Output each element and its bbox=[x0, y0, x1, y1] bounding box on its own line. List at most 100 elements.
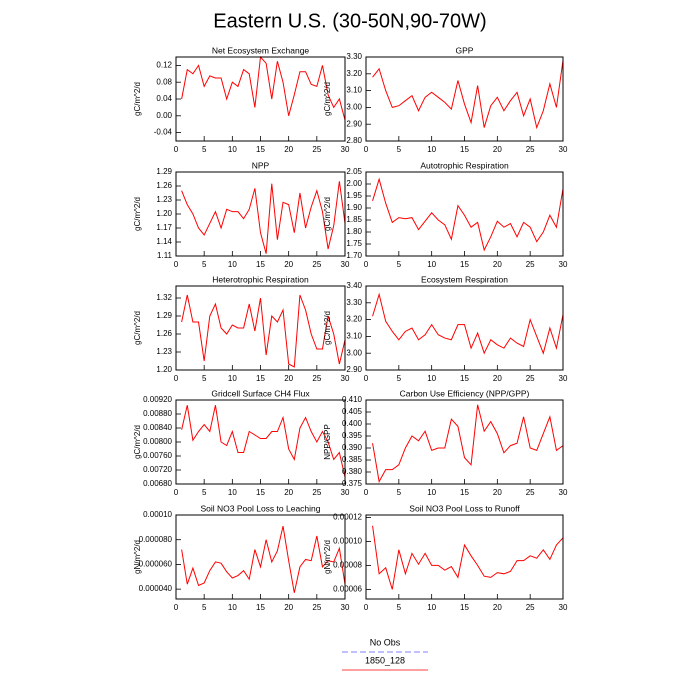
figure-title: Eastern U.S. (30-50N,90-70W) bbox=[213, 10, 486, 32]
x-tick-label: 20 bbox=[493, 145, 502, 154]
panel-title: Gridcell Surface CH4 Flux bbox=[211, 388, 310, 398]
y-tick-label: 0.00010 bbox=[333, 537, 362, 546]
x-tick-label: 25 bbox=[526, 488, 535, 497]
panel-title: Soil NO3 Pool Loss to Runoff bbox=[409, 503, 520, 513]
x-tick-label: 5 bbox=[397, 260, 402, 269]
x-tick-label: 20 bbox=[284, 260, 293, 269]
x-tick-label: 10 bbox=[427, 260, 436, 269]
x-tick-label: 0 bbox=[364, 145, 369, 154]
x-tick-label: 25 bbox=[312, 374, 321, 383]
panel-title: NPP bbox=[252, 160, 270, 170]
y-axis-label: gC/m^2/d bbox=[133, 311, 142, 345]
y-tick-label: 0.00680 bbox=[143, 479, 172, 488]
y-axis-label: gC/m^2/d bbox=[133, 197, 142, 231]
y-tick-label: 1.80 bbox=[346, 227, 362, 236]
x-tick-label: 5 bbox=[397, 488, 402, 497]
y-axis-label: gN/m^2/d bbox=[133, 540, 142, 574]
x-tick-label: 30 bbox=[341, 145, 350, 154]
x-tick-label: 10 bbox=[228, 374, 237, 383]
y-tick-label: 3.10 bbox=[346, 332, 362, 341]
x-tick-label: 20 bbox=[284, 145, 293, 154]
x-tick-label: 20 bbox=[493, 603, 502, 612]
x-tick-label: 0 bbox=[364, 260, 369, 269]
x-tick-label: 30 bbox=[559, 488, 568, 497]
x-tick-label: 5 bbox=[202, 603, 207, 612]
x-tick-label: 25 bbox=[526, 603, 535, 612]
x-tick-label: 10 bbox=[228, 603, 237, 612]
x-tick-label: 20 bbox=[284, 374, 293, 383]
y-tick-label: 1.29 bbox=[156, 311, 172, 320]
x-tick-label: 25 bbox=[526, 145, 535, 154]
panel-title: Net Ecosystem Exchange bbox=[212, 45, 310, 55]
x-tick-label: 20 bbox=[493, 374, 502, 383]
data-line bbox=[372, 292, 564, 355]
data-line bbox=[181, 405, 346, 478]
y-tick-label: 0.405 bbox=[342, 407, 363, 416]
legend-label: No Obs bbox=[370, 637, 401, 647]
panel-title: GPP bbox=[456, 45, 474, 55]
y-tick-label: 0.00880 bbox=[143, 409, 172, 418]
y-axis-label: gC/m^2/d bbox=[133, 425, 142, 459]
y-tick-label: 1.17 bbox=[156, 223, 172, 232]
y-tick-label: 0.00012 bbox=[333, 513, 362, 522]
plot-frame bbox=[175, 56, 346, 142]
x-tick-label: 10 bbox=[427, 374, 436, 383]
y-axis-label: gN/m^2/d bbox=[323, 540, 332, 574]
y-tick-label: 0.395 bbox=[342, 431, 363, 440]
x-tick-label: 30 bbox=[341, 488, 350, 497]
x-tick-label: 15 bbox=[256, 603, 265, 612]
y-tick-label: 0.00720 bbox=[143, 465, 172, 474]
x-tick-label: 5 bbox=[397, 374, 402, 383]
y-tick-label: 0.00008 bbox=[333, 561, 362, 570]
plot-frame bbox=[175, 399, 346, 485]
x-tick-label: 30 bbox=[559, 145, 568, 154]
y-tick-label: 2.90 bbox=[346, 119, 362, 128]
x-tick-label: 15 bbox=[460, 260, 469, 269]
panel-title: Autotrophic Respiration bbox=[420, 160, 509, 170]
x-tick-label: 5 bbox=[397, 145, 402, 154]
x-tick-label: 10 bbox=[228, 145, 237, 154]
x-tick-label: 15 bbox=[256, 260, 265, 269]
x-tick-label: 30 bbox=[341, 603, 350, 612]
plot-frame bbox=[365, 285, 564, 371]
x-tick-label: 5 bbox=[202, 488, 207, 497]
x-tick-label: 25 bbox=[312, 260, 321, 269]
y-tick-label: 2.05 bbox=[346, 167, 362, 176]
plot-frame bbox=[365, 56, 564, 142]
y-tick-label: 1.11 bbox=[157, 251, 173, 260]
plot-frame bbox=[365, 399, 564, 485]
y-tick-label: 2.00 bbox=[346, 179, 362, 188]
y-tick-label: 0.410 bbox=[342, 395, 363, 404]
y-tick-label: 0.385 bbox=[342, 455, 363, 464]
y-tick-label: 0.390 bbox=[342, 443, 363, 452]
x-tick-label: 20 bbox=[493, 488, 502, 497]
data-line bbox=[372, 525, 564, 590]
y-tick-label: -0.04 bbox=[154, 128, 173, 137]
x-tick-label: 30 bbox=[341, 260, 350, 269]
y-tick-label: 0.00840 bbox=[143, 423, 172, 432]
x-tick-label: 0 bbox=[364, 603, 369, 612]
data-line bbox=[372, 60, 564, 130]
x-tick-label: 15 bbox=[256, 374, 265, 383]
y-tick-label: 1.23 bbox=[156, 347, 172, 356]
y-tick-label: 1.26 bbox=[156, 329, 172, 338]
y-tick-label: 3.00 bbox=[346, 103, 362, 112]
x-tick-label: 25 bbox=[526, 260, 535, 269]
y-tick-label: 3.20 bbox=[346, 315, 362, 324]
data-line bbox=[181, 55, 346, 121]
y-tick-label: 0.380 bbox=[342, 467, 363, 476]
y-tick-label: 3.30 bbox=[346, 298, 362, 307]
y-tick-label: 0.375 bbox=[342, 479, 363, 488]
y-axis-label: gC/m^2/d bbox=[323, 197, 332, 231]
x-tick-label: 5 bbox=[202, 145, 207, 154]
x-tick-label: 15 bbox=[460, 603, 469, 612]
y-tick-label: 0.00760 bbox=[143, 451, 172, 460]
y-tick-label: 0.00 bbox=[156, 111, 172, 120]
y-tick-label: 0.08 bbox=[156, 77, 172, 86]
y-tick-label: 3.30 bbox=[346, 52, 362, 61]
data-line bbox=[181, 294, 346, 368]
data-line bbox=[372, 404, 564, 484]
x-tick-label: 15 bbox=[460, 145, 469, 154]
panel-title: Soil NO3 Pool Loss to Leaching bbox=[200, 503, 320, 513]
